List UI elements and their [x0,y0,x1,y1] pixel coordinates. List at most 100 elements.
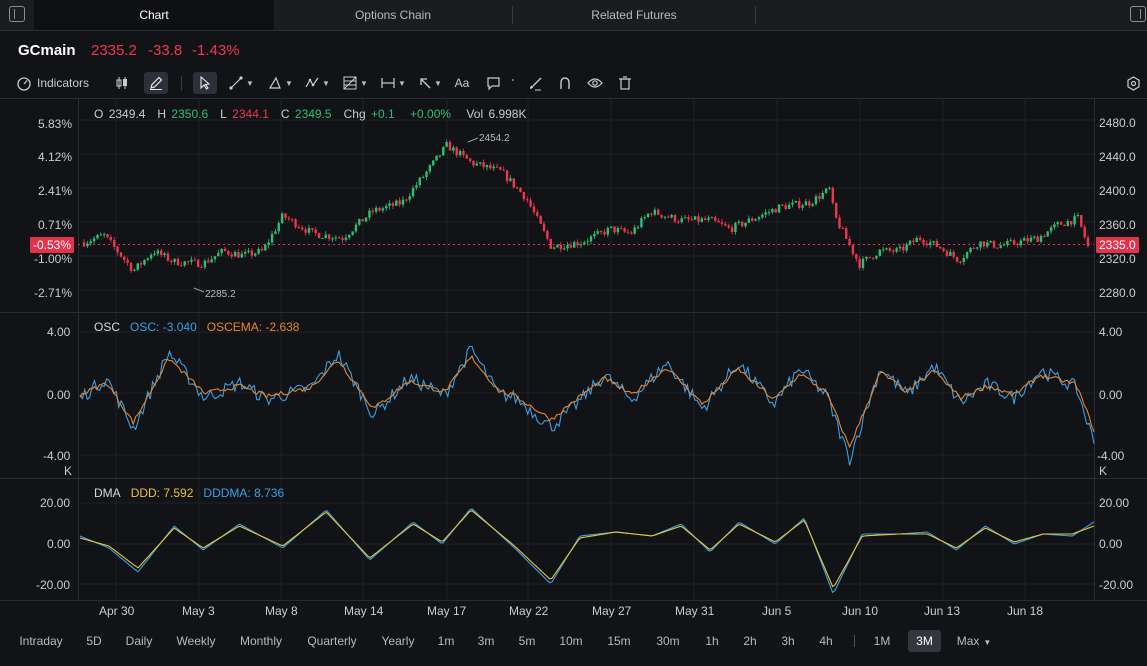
candle-body [526,199,529,201]
open-label: O [94,107,104,121]
trendline-tool-button[interactable]: ▼ [226,72,256,94]
timeframe-10m[interactable]: 10m [559,634,583,648]
candle-body [190,259,193,262]
timeframe-4h[interactable]: 4h [819,634,833,648]
dddma-line [79,508,1095,594]
candle-body [401,199,405,205]
timeframe-3mo[interactable]: 3M [908,630,941,652]
candle-body [452,147,455,151]
delete-drawings-button[interactable] [614,72,636,94]
current-price-tag: 2335.0 [1096,237,1139,253]
dma-left-tick: 0.00 [47,537,71,551]
candle-body [485,165,489,168]
timeframe-daily[interactable]: Daily [125,634,153,648]
osc-series [79,345,1095,466]
tab-options-chain[interactable]: Options Chain [354,8,432,22]
timeframe-3m[interactable]: 3m [477,634,495,648]
osc-label: OSC: [130,320,160,334]
candle-body [472,160,475,166]
toolbar-dot [512,79,514,81]
comment-tool-button[interactable] [482,72,504,94]
indicators-button[interactable]: Indicators [16,72,98,94]
candle-body [539,215,542,224]
candle-body [653,209,657,215]
candle-body [720,222,724,224]
candle-body [193,259,197,261]
candle-body [170,260,173,262]
candle-body [969,247,972,253]
candle-type-button[interactable] [111,72,133,94]
timeframe-1mo[interactable]: 1M [873,634,891,648]
candle-body [123,256,126,260]
cursor-tool-button[interactable] [193,72,217,94]
oscema-line [79,354,1095,449]
candle-body [761,214,764,218]
candle-body [868,256,871,258]
sidebar-right-icon[interactable] [1130,6,1146,22]
timeframe-2h[interactable]: 2h [743,634,757,648]
arrow-tool-button[interactable]: ▼ [416,72,444,94]
candle-body [1053,224,1056,228]
sidebar-left-icon[interactable] [9,6,25,22]
candle-body [818,196,821,199]
cursor-icon [200,76,211,90]
draw-mode-button[interactable] [144,72,168,94]
candle-body [771,209,774,213]
candle-body [1036,236,1039,242]
timeframe-5m[interactable]: 5m [518,634,536,648]
text-tool-button[interactable]: Aa [454,76,470,90]
fibonacci-tool-button[interactable]: ▼ [340,72,370,94]
timeframe-weekly[interactable]: Weekly [176,634,216,648]
chart-canvas[interactable]: 2454.2 2285.2 [0,98,1147,624]
left-tick: -2.71% [34,286,73,300]
brush-tool-button[interactable] [524,72,546,94]
candle-body [227,250,230,255]
timeframe-intraday[interactable]: Intraday [19,634,63,648]
tab-chart[interactable]: Chart [34,0,274,30]
candlestick-series [82,139,1090,273]
timeframe-monthly[interactable]: Monthly [239,634,283,648]
candle-body [277,223,280,232]
candle-body [1076,214,1080,216]
magnet-tool-button[interactable] [554,72,576,94]
dma-left-tick: 20.00 [40,496,71,510]
candle-body [213,256,217,260]
symbol-name: GCmain [18,42,76,59]
candle-body [589,236,593,242]
shape-tool-button[interactable]: ▼ [265,72,295,94]
timeframe-divider [854,635,855,647]
timeframe-quarterly[interactable]: Quarterly [307,634,357,648]
measure-tool-button[interactable]: ▼ [378,72,408,94]
candle-body [415,185,418,188]
candle-body [670,214,673,218]
candle-body [116,246,119,253]
timeframe-30m[interactable]: 30m [656,634,680,648]
candle-body [106,234,109,238]
gauge-icon [17,77,31,91]
timeframe-1m[interactable]: 1m [437,634,455,648]
candle-body [656,209,660,215]
candle-body [573,242,576,248]
visibility-button[interactable] [584,72,606,94]
chart-settings-button[interactable] [1122,72,1144,94]
timeframe-5d[interactable]: 5D [86,634,102,648]
candle-body [1033,236,1036,238]
candle-body [166,253,170,261]
timeframe-3h[interactable]: 3h [781,634,795,648]
candle-body [740,221,744,227]
candle-body [757,217,761,220]
tab-related-futures[interactable]: Related Futures [591,8,677,22]
candle-body [1066,221,1070,226]
pattern-tool-button[interactable]: ▼ [302,72,332,94]
candle-body [566,245,569,249]
oscema-label: OSCEMA: [206,320,263,334]
timeframe-1h[interactable]: 1h [705,634,719,648]
candle-body [260,248,264,251]
comment-icon [486,76,500,90]
timeframe-max[interactable]: Max ▼ [952,630,996,652]
candle-body [841,228,845,230]
timeframe-yearly[interactable]: Yearly [381,634,415,648]
candle-body [254,253,257,256]
timeframe-15m[interactable]: 15m [607,634,631,648]
right-tick: 2440.0 [1099,150,1136,164]
